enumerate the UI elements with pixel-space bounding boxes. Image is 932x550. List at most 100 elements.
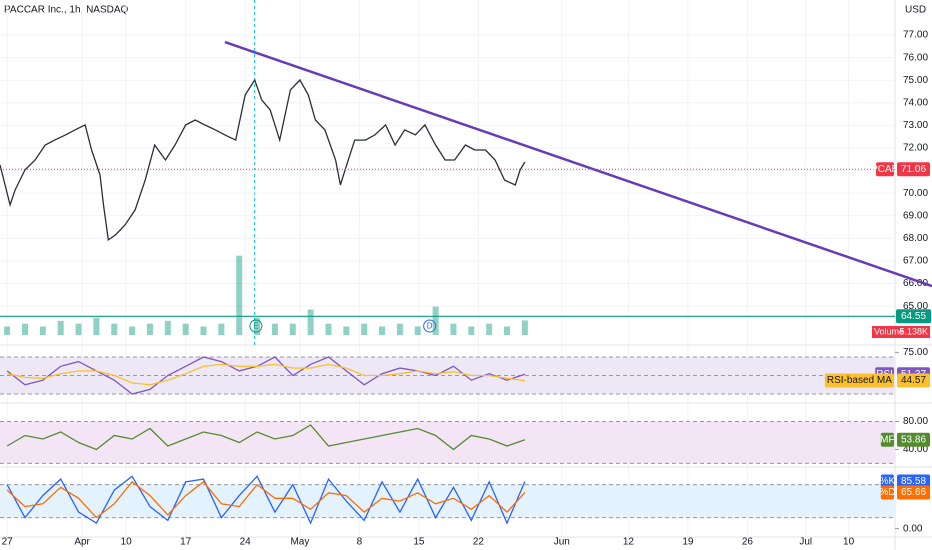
legend-name: Volume	[874, 326, 904, 336]
legend-value-box	[897, 432, 930, 447]
x-tick-label: 27	[2, 537, 14, 548]
y-tick-label: 68.00	[903, 233, 928, 244]
x-tick-label: 8	[357, 537, 363, 548]
volume-bar	[254, 318, 261, 335]
legend-value: 5.138K	[899, 326, 928, 336]
support-label-box	[896, 309, 931, 324]
x-tick-label: Apr	[74, 537, 90, 548]
x-tick-label: May	[290, 537, 309, 548]
x-tick-label: 15	[413, 537, 425, 548]
y-tick-label: 65.00	[903, 301, 928, 312]
y-tick-label: 69.00	[903, 210, 928, 221]
band-fill	[0, 421, 895, 464]
x-tick-label: Jul	[799, 537, 812, 548]
legend-name: MF	[880, 434, 894, 445]
legend-name: %D	[879, 487, 895, 498]
volume-bar	[325, 323, 332, 335]
volume-bar	[200, 326, 207, 335]
y-tick-label: 72.00	[903, 143, 928, 154]
legend-name: %K	[880, 476, 896, 487]
series-line	[6, 424, 526, 451]
event-marker	[423, 319, 437, 333]
price-name-box	[876, 162, 894, 177]
currency: USD	[905, 5, 926, 16]
legend-value: 53.86	[901, 434, 926, 445]
volume-bar	[39, 326, 46, 335]
y-tick-label: 73.00	[903, 120, 928, 131]
series-line	[6, 480, 526, 519]
legend-name-box	[824, 373, 894, 388]
volume-bar	[146, 323, 153, 335]
volume-bar	[111, 323, 118, 335]
legend-name-box	[880, 485, 894, 500]
x-tick-label: Jun	[554, 537, 570, 548]
volume-bar	[182, 323, 189, 335]
volume-bar	[21, 323, 28, 335]
x-tick-label: 10	[843, 537, 855, 548]
series-line	[0, 78, 526, 242]
y-tick-label: 74.00	[903, 97, 928, 108]
y-tick-label: 40.00	[903, 444, 928, 455]
band-fill	[0, 484, 895, 518]
legend-box	[872, 326, 930, 338]
volume-bar	[468, 326, 475, 335]
volume-bar	[504, 326, 511, 335]
legend-name: RSI-based MA	[827, 375, 892, 386]
volume-bar	[4, 326, 11, 335]
event-label: D	[427, 322, 433, 331]
trendline	[224, 40, 932, 288]
event-label: E	[253, 322, 258, 331]
event-marker	[249, 319, 263, 333]
series-line	[6, 363, 525, 386]
volume-bar	[396, 323, 403, 335]
y-tick-label: 76.00	[903, 52, 928, 63]
volume-bar	[57, 320, 64, 335]
volume-bar	[486, 323, 493, 335]
legend-value-box	[897, 373, 930, 388]
price-name: PCAR	[871, 164, 899, 175]
volume-bar	[521, 320, 528, 335]
x-tick-label: 10	[121, 537, 133, 548]
volume-bar	[236, 255, 243, 335]
volume-bar	[218, 323, 225, 335]
legend-value: 44.57	[901, 375, 926, 386]
x-tick-label: 12	[623, 537, 635, 548]
legend-name-box	[880, 432, 894, 447]
y-tick-label: 0.00	[903, 523, 923, 534]
y-tick-label: 66.00	[903, 278, 928, 289]
y-tick-label: 77.00	[903, 30, 928, 41]
x-tick-label: 22	[473, 537, 485, 548]
volume-bar	[129, 326, 136, 335]
support-label: 64.55	[901, 311, 926, 322]
legend-value: 65.66	[901, 487, 926, 498]
y-tick-label: 75.00	[903, 347, 928, 358]
price-value: 71.06	[901, 164, 926, 175]
x-tick-label: 24	[240, 537, 252, 548]
legend-name-box	[880, 474, 894, 489]
legend-value: 85.58	[901, 476, 926, 487]
x-tick-label: 19	[682, 537, 694, 548]
y-tick-label: 80.00	[903, 416, 928, 427]
volume-bar	[343, 326, 350, 335]
volume-bar	[164, 320, 171, 335]
legend-value-box	[897, 474, 930, 489]
x-tick-label: 17	[180, 537, 192, 548]
volume-bar	[414, 326, 421, 335]
y-tick-label: 70.00	[903, 188, 928, 199]
volume-bar	[432, 306, 439, 335]
volume-bar	[379, 326, 386, 335]
legend-value-box	[897, 485, 930, 500]
volume-bar	[93, 318, 100, 335]
volume-bar	[361, 323, 368, 335]
volume-bar	[307, 309, 314, 335]
x-tick-label: 26	[742, 537, 754, 548]
volume-bar	[289, 323, 296, 335]
volume-bar	[75, 323, 82, 335]
chart-title: PACCAR Inc., 1h, NASDAQ	[4, 5, 129, 16]
y-tick-label: 67.00	[903, 256, 928, 267]
volume-bar	[271, 323, 278, 335]
series-line	[6, 475, 526, 525]
price-value-box	[897, 162, 930, 177]
volume-bar	[450, 323, 457, 335]
